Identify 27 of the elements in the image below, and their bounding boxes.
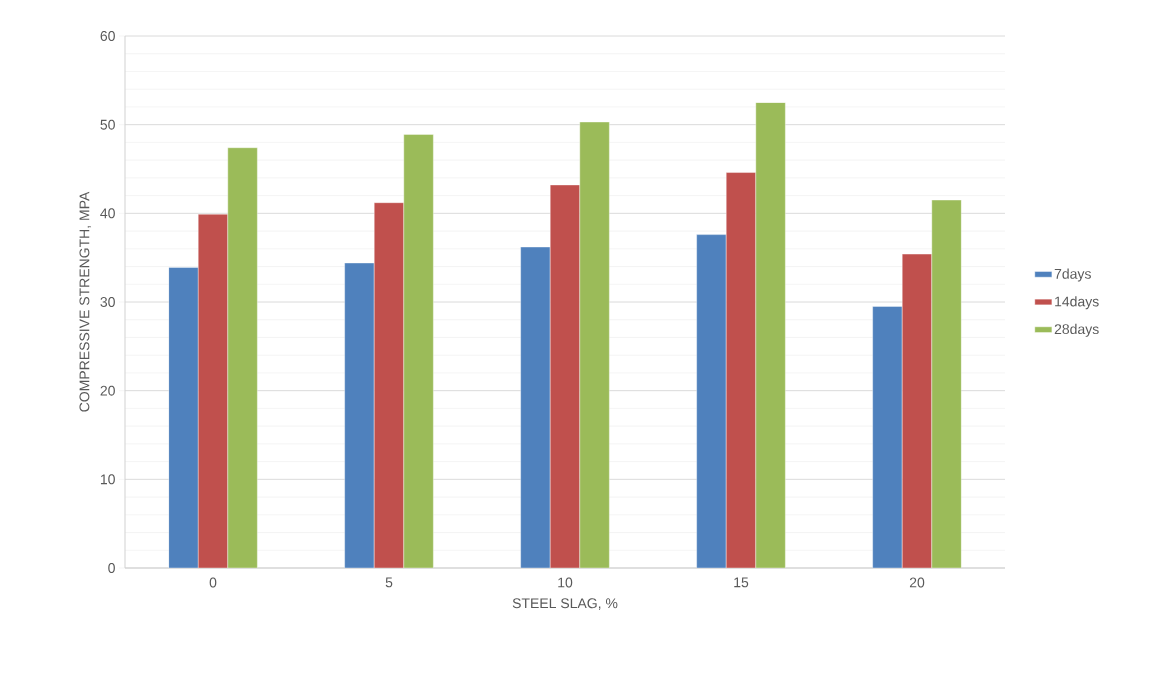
x-tick-label: 0: [209, 577, 217, 588]
legend-label: 28days: [1054, 323, 1099, 337]
bar: [403, 134, 434, 568]
y-tick-label: 10: [100, 474, 115, 485]
x-tick-label: 5: [385, 577, 393, 588]
bar: [755, 102, 786, 568]
y-tick-label: 30: [100, 297, 115, 307]
bar: [344, 262, 375, 568]
x-axis-title: STEEL SLAG, %: [512, 598, 618, 610]
x-tick-label: 10: [558, 577, 573, 588]
bar: [872, 306, 903, 568]
bar: [168, 267, 199, 568]
y-tick-label: 0: [108, 563, 115, 573]
bar: [696, 234, 727, 568]
bar: [520, 246, 551, 568]
x-tick-label: 20: [909, 577, 925, 588]
y-tick-label: 20: [100, 385, 115, 396]
bar: [579, 121, 610, 568]
y-tick-label: 50: [100, 119, 115, 130]
bar: [227, 147, 258, 568]
bar: [931, 199, 962, 568]
legend-label: 7days: [1054, 268, 1091, 282]
x-tick-label: 15: [734, 577, 749, 588]
y-tick-label: 60: [100, 31, 115, 41]
legend-label: 14days: [1055, 296, 1099, 310]
y-tick-label: 40: [100, 208, 115, 219]
y-axis-title: COMPRESSIVE STRENGTH, MPA: [79, 191, 92, 412]
